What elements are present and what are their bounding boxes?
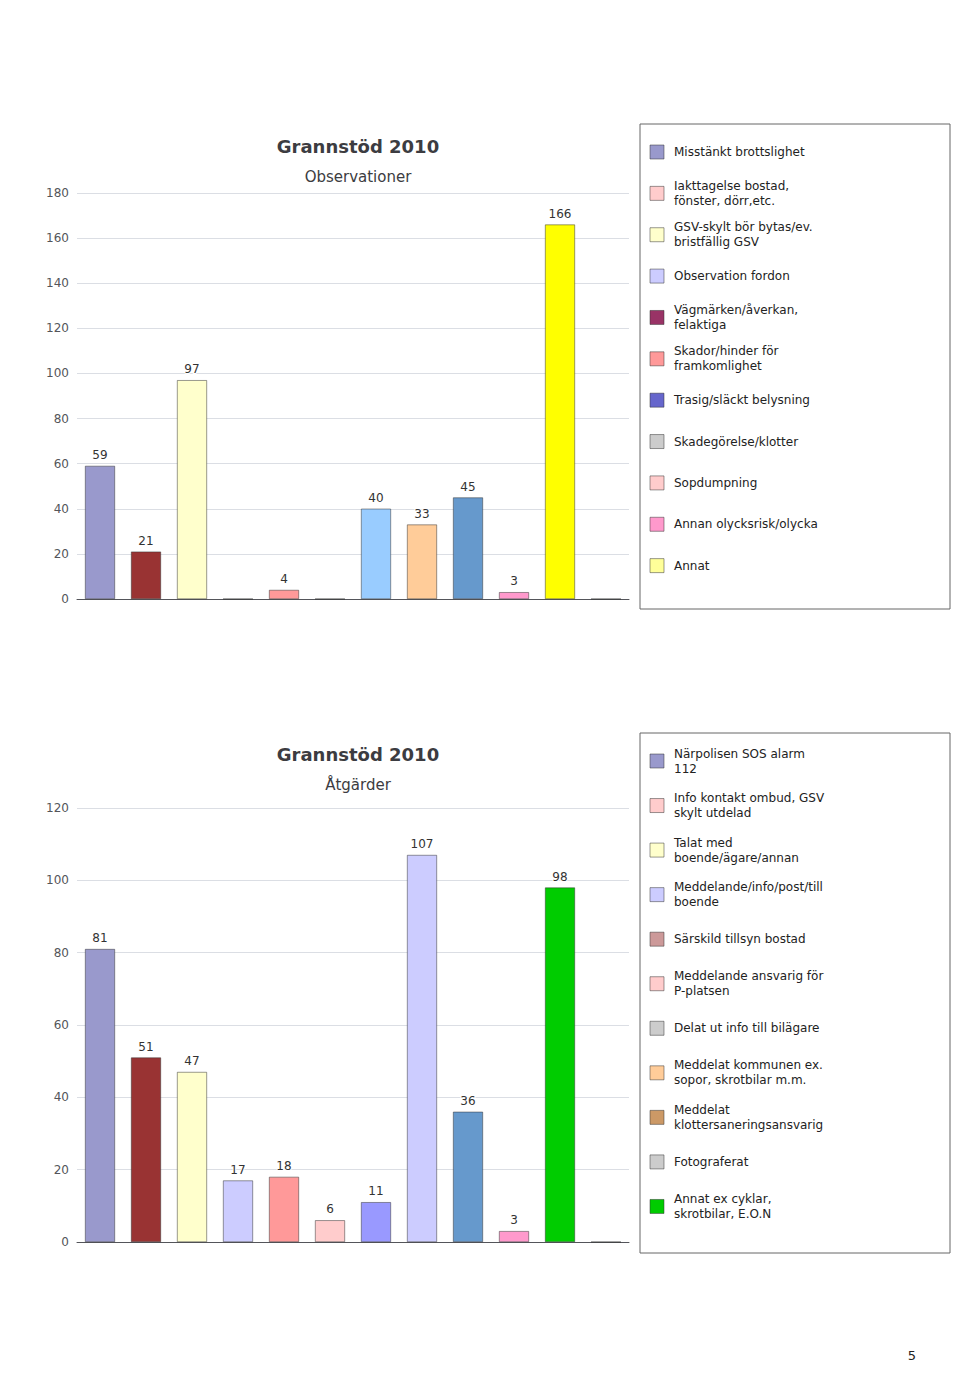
svg-text:Info kontakt ombud, GSV: Info kontakt ombud, GSV — [674, 791, 825, 805]
svg-text:Sopdumpning: Sopdumpning — [674, 476, 757, 490]
svg-text:81: 81 — [92, 931, 107, 945]
svg-text:Meddelat: Meddelat — [674, 1103, 730, 1117]
svg-text:51: 51 — [138, 1040, 153, 1054]
svg-text:fönster, dörr,etc.: fönster, dörr,etc. — [674, 194, 775, 208]
svg-text:166: 166 — [549, 207, 572, 221]
svg-text:Fotograferat: Fotograferat — [674, 1155, 749, 1169]
svg-text:Särskild tillsyn bostad: Särskild tillsyn bostad — [674, 932, 806, 946]
svg-text:GSV-skylt bör bytas/ev.: GSV-skylt bör bytas/ev. — [674, 220, 813, 234]
svg-text:59: 59 — [92, 448, 107, 462]
svg-text:Meddelat kommunen ex.: Meddelat kommunen ex. — [674, 1058, 823, 1072]
svg-text:120: 120 — [46, 801, 69, 815]
svg-text:0: 0 — [61, 592, 69, 606]
svg-text:Vägmärken/åverkan,: Vägmärken/åverkan, — [674, 303, 798, 317]
svg-text:180: 180 — [46, 186, 69, 200]
svg-text:4: 4 — [280, 572, 288, 586]
svg-text:Observation fordon: Observation fordon — [674, 269, 790, 283]
svg-text:80: 80 — [54, 946, 69, 960]
svg-text:Iakttagelse bostad,: Iakttagelse bostad, — [674, 179, 789, 193]
svg-text:80: 80 — [54, 412, 69, 426]
svg-text:20: 20 — [54, 1163, 69, 1177]
svg-text:120: 120 — [46, 321, 69, 335]
svg-text:40: 40 — [54, 502, 69, 516]
svg-text:klottersaneringsansvarig: klottersaneringsansvarig — [674, 1118, 823, 1132]
svg-text:97: 97 — [184, 362, 199, 376]
svg-text:Delat ut info till bilägare: Delat ut info till bilägare — [674, 1021, 819, 1035]
svg-text:Meddelande ansvarig för: Meddelande ansvarig för — [674, 969, 823, 983]
svg-text:17: 17 — [230, 1163, 245, 1177]
svg-text:Annat: Annat — [674, 559, 710, 573]
svg-text:11: 11 — [368, 1184, 383, 1198]
svg-text:Misstänkt brottslighet: Misstänkt brottslighet — [674, 145, 805, 159]
svg-text:bristfällig GSV: bristfällig GSV — [674, 235, 760, 249]
svg-text:boende: boende — [674, 895, 719, 909]
svg-text:skrotbilar, E.O.N: skrotbilar, E.O.N — [674, 1207, 771, 1221]
svg-text:boende/ägare/annan: boende/ägare/annan — [674, 851, 799, 865]
svg-text:5: 5 — [908, 1348, 916, 1363]
svg-text:P-platsen: P-platsen — [674, 984, 730, 998]
svg-text:3: 3 — [510, 574, 518, 588]
svg-text:47: 47 — [184, 1054, 199, 1068]
svg-text:Trasig/släckt belysning: Trasig/släckt belysning — [673, 393, 810, 407]
svg-text:sopor, skrotbilar m.m.: sopor, skrotbilar m.m. — [674, 1073, 806, 1087]
svg-text:framkomlighet: framkomlighet — [674, 359, 762, 373]
svg-text:Grannstöd 2010: Grannstöd 2010 — [277, 744, 439, 765]
svg-text:Åtgärder: Åtgärder — [325, 775, 392, 794]
svg-text:skylt utdelad: skylt utdelad — [674, 806, 751, 820]
svg-text:Skadegörelse/klotter: Skadegörelse/klotter — [674, 435, 798, 449]
svg-text:60: 60 — [54, 457, 69, 471]
svg-text:107: 107 — [411, 837, 434, 851]
svg-text:Grannstöd 2010: Grannstöd 2010 — [277, 136, 439, 157]
svg-text:100: 100 — [46, 873, 69, 887]
svg-text:160: 160 — [46, 231, 69, 245]
svg-text:0: 0 — [61, 1235, 69, 1249]
svg-text:20: 20 — [54, 547, 69, 561]
svg-text:Annat ex cyklar,: Annat ex cyklar, — [674, 1192, 771, 1206]
svg-text:felaktiga: felaktiga — [674, 318, 726, 332]
svg-text:60: 60 — [54, 1018, 69, 1032]
svg-text:33: 33 — [414, 507, 429, 521]
svg-text:98: 98 — [552, 870, 567, 884]
svg-text:Observationer: Observationer — [305, 168, 413, 186]
svg-text:Närpolisen SOS alarm: Närpolisen SOS alarm — [674, 747, 805, 761]
svg-text:45: 45 — [460, 480, 475, 494]
svg-text:3: 3 — [510, 1213, 518, 1227]
svg-text:21: 21 — [138, 534, 153, 548]
svg-text:Talat med: Talat med — [673, 836, 733, 850]
svg-text:140: 140 — [46, 276, 69, 290]
svg-text:40: 40 — [54, 1090, 69, 1104]
svg-text:6: 6 — [326, 1202, 334, 1216]
svg-text:18: 18 — [276, 1159, 291, 1173]
svg-text:Skador/hinder för: Skador/hinder för — [674, 344, 779, 358]
svg-text:40: 40 — [368, 491, 383, 505]
svg-text:36: 36 — [460, 1094, 475, 1108]
svg-text:Meddelande/info/post/till: Meddelande/info/post/till — [674, 880, 823, 894]
svg-text:Annan olycksrisk/olycka: Annan olycksrisk/olycka — [674, 517, 818, 531]
svg-text:100: 100 — [46, 366, 69, 380]
svg-text:112: 112 — [674, 762, 697, 776]
